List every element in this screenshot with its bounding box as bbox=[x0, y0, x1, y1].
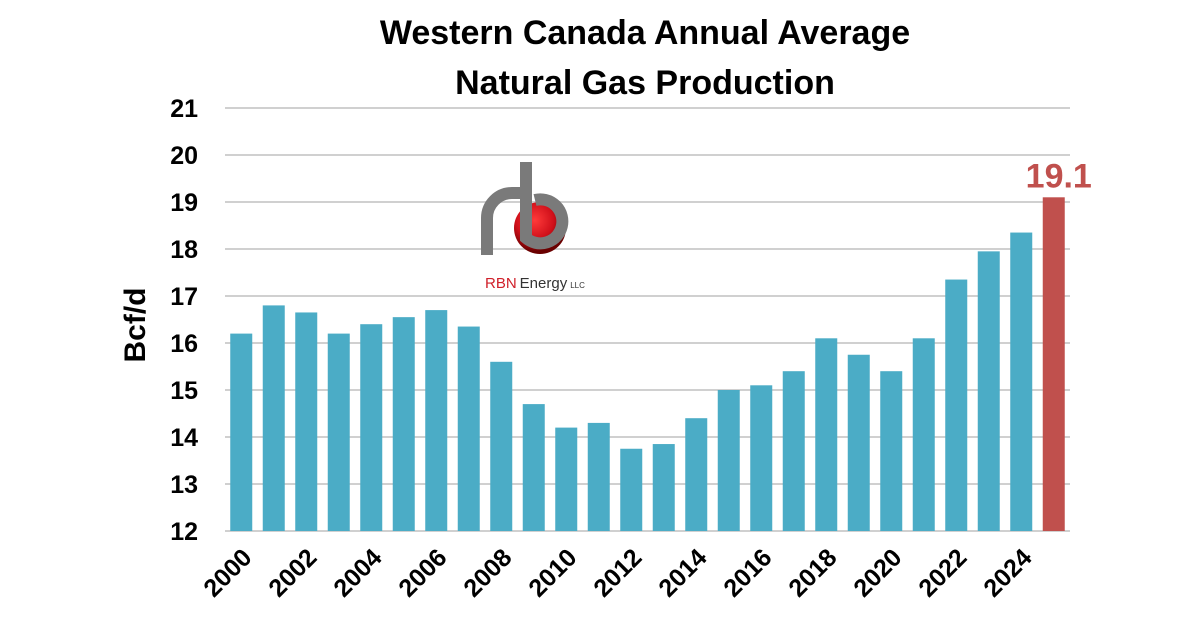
y-tick-label: 21 bbox=[170, 95, 198, 123]
x-tick-label: 2000 bbox=[198, 543, 257, 602]
x-tick-label: 2012 bbox=[588, 543, 647, 602]
x-tick-label: 2020 bbox=[848, 543, 907, 602]
bar-2018 bbox=[815, 338, 838, 531]
chart-title-line-2: Natural Gas Production bbox=[455, 64, 835, 102]
y-tick-label: 20 bbox=[170, 142, 198, 170]
bar-2006 bbox=[425, 310, 448, 531]
bar-2009 bbox=[522, 404, 545, 531]
bar-2021 bbox=[912, 338, 935, 531]
x-tick-label: 2022 bbox=[913, 543, 972, 602]
x-tick-label: 2014 bbox=[653, 543, 712, 602]
bar-2024 bbox=[1010, 232, 1033, 532]
x-tick-label: 2016 bbox=[718, 543, 777, 602]
bar-2017 bbox=[782, 371, 805, 531]
y-tick-label: 17 bbox=[170, 283, 198, 311]
data-label-2025: 19.1 bbox=[1026, 157, 1092, 195]
x-tick-label: 2010 bbox=[523, 543, 582, 602]
bar-2004 bbox=[360, 324, 383, 531]
bar-2001 bbox=[262, 305, 285, 531]
y-axis-label: Bcf/d bbox=[119, 288, 152, 363]
bar-2013 bbox=[652, 444, 675, 531]
bar-2022 bbox=[945, 279, 968, 531]
x-tick-label: 2002 bbox=[263, 543, 322, 602]
bar-2010 bbox=[555, 427, 578, 531]
bar-2005 bbox=[392, 317, 415, 531]
bar-2007 bbox=[457, 326, 480, 531]
bar-2012 bbox=[620, 448, 643, 531]
bar-2020 bbox=[880, 371, 903, 531]
y-tick-label: 19 bbox=[170, 189, 198, 217]
y-tick-label: 13 bbox=[170, 471, 198, 499]
x-tick-label: 2004 bbox=[328, 543, 387, 602]
bar-2023 bbox=[977, 251, 1000, 531]
bar-2025 bbox=[1042, 197, 1065, 532]
bar-2008 bbox=[490, 361, 513, 531]
bar-2000 bbox=[230, 333, 253, 531]
bar-2014 bbox=[685, 418, 708, 531]
x-tick-label: 2008 bbox=[458, 543, 517, 602]
x-tick-label: 2024 bbox=[978, 543, 1037, 602]
bar-2011 bbox=[587, 422, 610, 531]
bar-2002 bbox=[295, 312, 318, 531]
x-tick-label: 2018 bbox=[783, 543, 842, 602]
x-tick-label: 2006 bbox=[393, 543, 452, 602]
y-tick-label: 18 bbox=[170, 236, 198, 264]
bar-2015 bbox=[717, 390, 740, 531]
bar-2003 bbox=[327, 333, 350, 531]
y-tick-label: 15 bbox=[170, 377, 198, 405]
bar-2016 bbox=[750, 385, 773, 531]
y-tick-label: 12 bbox=[170, 518, 198, 546]
y-tick-label: 14 bbox=[170, 424, 198, 452]
rbn-logo: RBN Energy LLC bbox=[481, 162, 585, 292]
y-tick-label: 16 bbox=[170, 330, 198, 358]
bar-2019 bbox=[847, 354, 870, 531]
chart-title-line-1: Western Canada Annual Average bbox=[380, 14, 910, 52]
